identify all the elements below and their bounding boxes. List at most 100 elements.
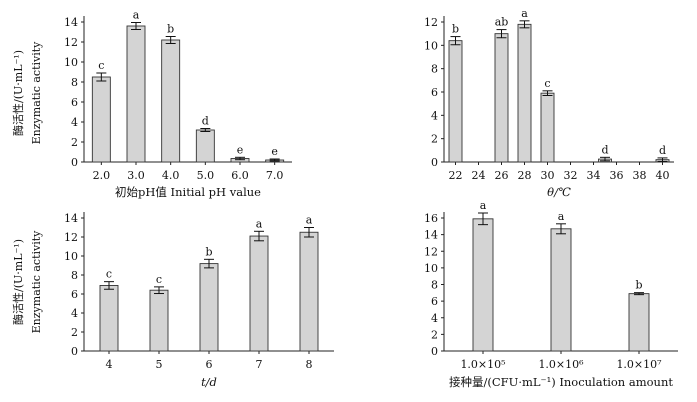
bar xyxy=(628,293,650,352)
significance-letter: c xyxy=(156,273,162,286)
y-tick-label: 8 xyxy=(71,76,78,89)
y-axis-label-cn: 酶活性/(U·mL⁻¹) xyxy=(11,239,25,325)
bar xyxy=(448,40,463,163)
x-axis-label: 接种量/(CFU·mL⁻¹) Inoculation amount xyxy=(449,375,673,389)
x-tick-label: 8 xyxy=(306,358,313,371)
y-tick-label: 8 xyxy=(431,279,438,292)
y-tick-label: 6 xyxy=(71,96,78,109)
y-tick-label: 8 xyxy=(431,63,438,76)
bar xyxy=(99,285,119,352)
bar xyxy=(91,76,111,163)
bar xyxy=(472,218,494,352)
bar xyxy=(517,23,532,163)
significance-letter: c xyxy=(544,77,550,90)
significance-letter: a xyxy=(480,199,487,212)
y-tick-label: 10 xyxy=(64,250,78,263)
bar xyxy=(299,231,319,352)
x-tick-label: 6 xyxy=(206,358,213,371)
significance-letter: e xyxy=(237,143,244,156)
significance-letter: c xyxy=(98,59,104,72)
x-tick-label: 4 xyxy=(106,358,113,371)
x-tick-label: 1.0×10⁷ xyxy=(616,358,662,371)
y-tick-label: 12 xyxy=(424,16,438,29)
significance-letter: a xyxy=(256,217,263,230)
y-tick-label: 2 xyxy=(71,136,78,149)
bar xyxy=(550,228,572,352)
x-tick-label: 3.0 xyxy=(127,169,145,182)
y-tick-label: 6 xyxy=(431,295,438,308)
y-tick-label: 4 xyxy=(71,307,78,320)
x-tick-label: 28 xyxy=(518,169,532,182)
y-tick-label: 10 xyxy=(424,39,438,52)
x-tick-label: 1.0×10⁵ xyxy=(460,358,505,371)
y-tick-label: 14 xyxy=(64,16,78,29)
x-tick-label: 36 xyxy=(610,169,624,182)
x-tick-label: 5 xyxy=(156,358,163,371)
x-tick-label: 1.0×10⁶ xyxy=(538,358,584,371)
x-tick-label: 7 xyxy=(256,358,263,371)
significance-letter: b xyxy=(205,245,212,258)
significance-letter: e xyxy=(271,145,278,158)
bar xyxy=(199,263,219,352)
x-tick-label: 30 xyxy=(541,169,555,182)
chart-panel-c: 0 2 4 6 8 10 12 14 4 5 6 7 8 c c b a a t/d 酶活性/(U·mL⁻¹) Enzy… xyxy=(11,212,334,389)
y-tick-label: 12 xyxy=(64,36,78,49)
y-tick-label: 14 xyxy=(64,212,78,225)
y-tick-label: 2 xyxy=(431,133,438,146)
y-tick-label: 0 xyxy=(431,156,438,169)
y-tick-label: 16 xyxy=(424,212,438,225)
x-axis-label: 初始pH值 Initial pH value xyxy=(115,185,261,199)
y-tick-label: 14 xyxy=(424,229,438,242)
x-tick-label: 38 xyxy=(633,169,647,182)
significance-letter: c xyxy=(106,268,112,281)
y-tick-label: 6 xyxy=(71,288,78,301)
y-axis-label-en: Enzymatic activity xyxy=(30,41,43,145)
significance-letter: a xyxy=(558,210,565,223)
x-tick-label: 40 xyxy=(656,169,670,182)
bar xyxy=(494,33,509,163)
x-axis-label: θ/℃ xyxy=(547,185,571,199)
x-tick-label: 6.0 xyxy=(231,169,249,182)
significance-letter: b xyxy=(452,23,459,36)
x-tick-label: 7.0 xyxy=(266,169,284,182)
y-tick-label: 10 xyxy=(424,262,438,275)
y-tick-label: 10 xyxy=(64,56,78,69)
y-axis-label-cn: 酶活性/(U·mL⁻¹) xyxy=(11,50,25,136)
y-tick-label: 0 xyxy=(71,156,78,169)
significance-letter: b xyxy=(635,279,642,292)
y-tick-label: 12 xyxy=(424,245,438,258)
y-axis-label-en: Enzymatic activity xyxy=(30,230,43,334)
significance-letter: a xyxy=(521,7,528,20)
chart-panel-d: 0 2 4 6 8 10 12 14 16 1.0×10⁵ 1.0×10⁶ 1.0×10⁷ a a b 接种量… xyxy=(424,199,678,389)
bar xyxy=(126,25,146,163)
x-tick-label: 34 xyxy=(587,169,601,182)
y-tick-label: 2 xyxy=(431,328,438,341)
x-tick-label: 24 xyxy=(472,169,486,182)
significance-letter: d xyxy=(659,144,666,157)
x-tick-label: 26 xyxy=(495,169,509,182)
x-axis-label: t/d xyxy=(201,375,217,389)
significance-letter: a xyxy=(306,214,313,227)
y-tick-label: 6 xyxy=(431,86,438,99)
x-tick-label: 5.0 xyxy=(197,169,215,182)
significance-letter: ab xyxy=(495,16,509,29)
significance-letter: d xyxy=(601,143,608,156)
y-tick-label: 0 xyxy=(431,345,438,358)
significance-letter: a xyxy=(133,9,140,22)
x-tick-label: 2.0 xyxy=(93,169,111,182)
y-tick-label: 8 xyxy=(71,269,78,282)
x-tick-label: 32 xyxy=(564,169,578,182)
x-tick-label: 22 xyxy=(449,169,463,182)
bar xyxy=(161,39,181,163)
significance-letter: d xyxy=(202,115,209,128)
y-tick-label: 12 xyxy=(64,231,78,244)
significance-letter: b xyxy=(167,23,174,36)
bar xyxy=(249,235,269,352)
y-tick-label: 4 xyxy=(431,109,438,122)
x-tick-label: 4.0 xyxy=(162,169,180,182)
bar xyxy=(149,289,169,352)
chart-panel-a: 0 2 4 6 8 10 12 14 2.0 3.0 4.0 5.0 6.0 7.0 c a b d e e 初始pH值… xyxy=(11,9,292,199)
y-tick-label: 0 xyxy=(71,345,78,358)
y-tick-label: 4 xyxy=(431,312,438,325)
